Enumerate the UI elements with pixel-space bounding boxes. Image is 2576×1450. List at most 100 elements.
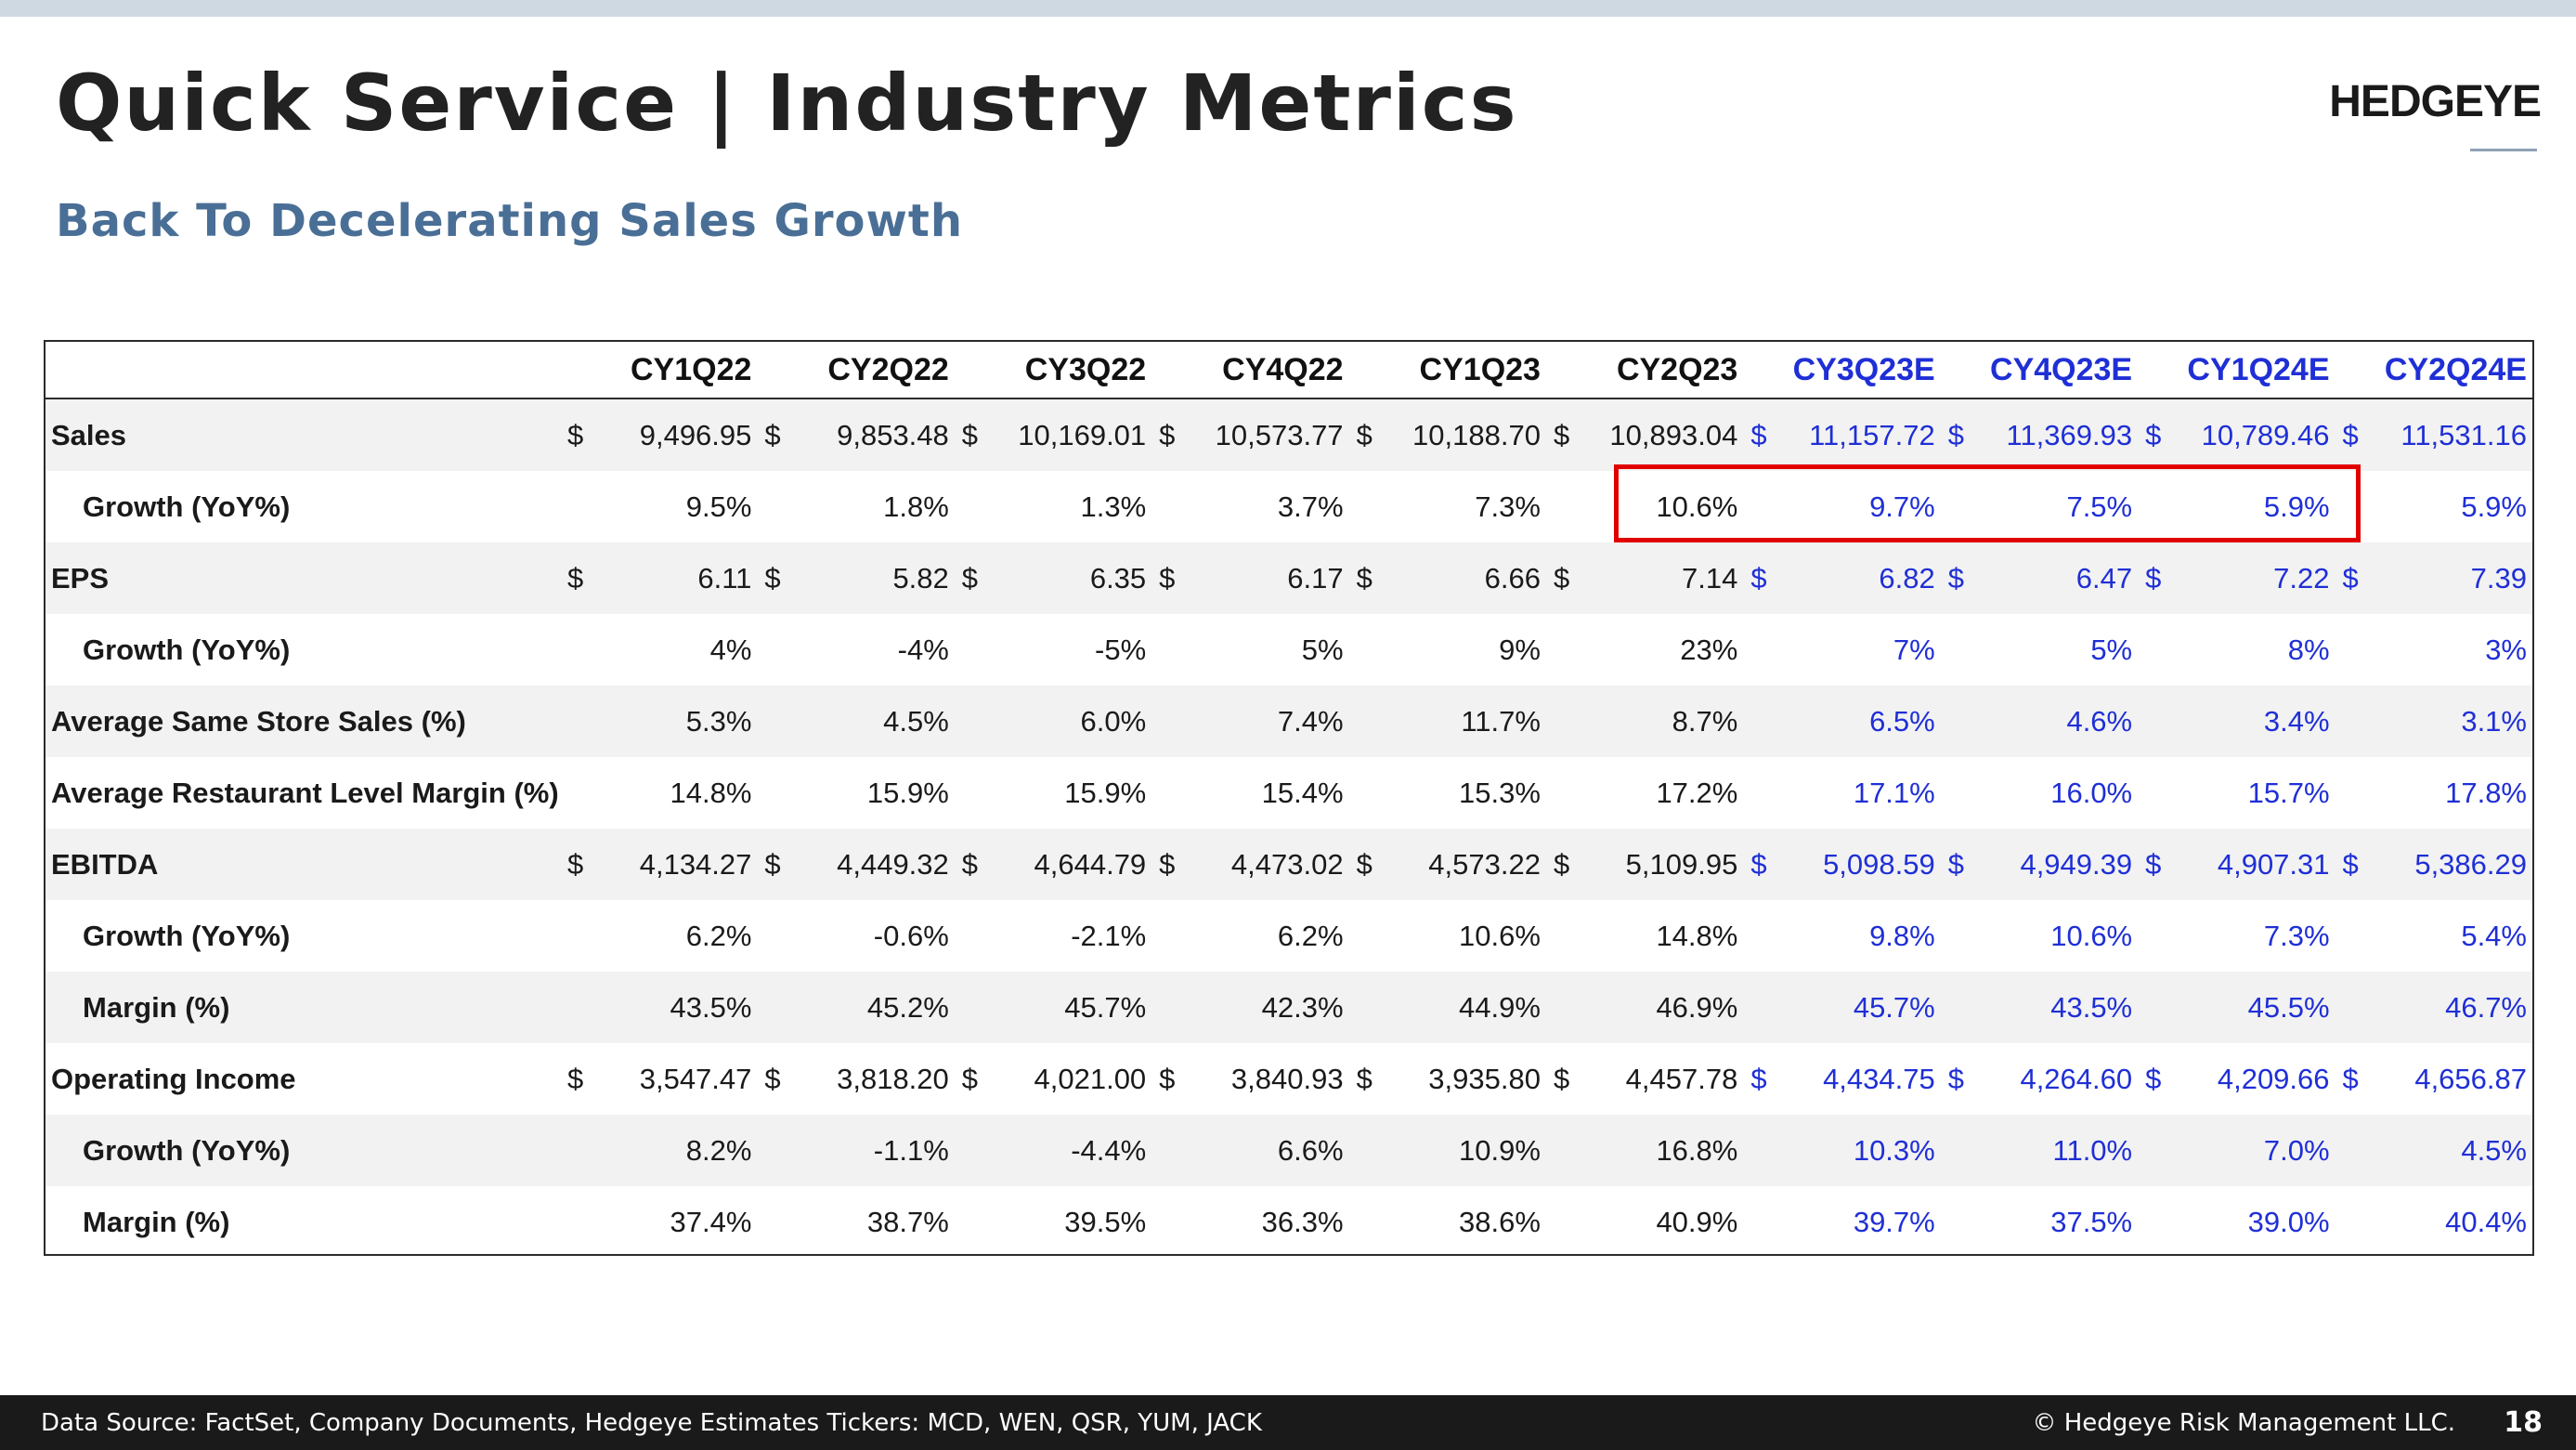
- cell-value: 3,818.20: [837, 1062, 949, 1095]
- cell-value: 5.9%: [2263, 490, 2330, 523]
- currency-symbol: $: [567, 561, 584, 594]
- table-cell: 46.9%: [1545, 972, 1744, 1043]
- table-cell: 39.5%: [954, 1186, 1152, 1254]
- cell-value: 5,109.95: [1625, 847, 1738, 881]
- cell-value: 4,656.87: [2414, 1062, 2527, 1095]
- table-cell: 40.9%: [1545, 1186, 1744, 1254]
- cell-value: 10.6%: [2050, 919, 2133, 952]
- table-cell: 4.5%: [757, 686, 955, 757]
- row-label: Margin (%): [46, 1186, 560, 1254]
- table-cell: 8%: [2138, 614, 2335, 686]
- table-cell: 15.3%: [1348, 757, 1546, 829]
- cell-value: 4.5%: [2461, 1133, 2527, 1167]
- currency-symbol: $: [1553, 847, 1570, 881]
- currency-symbol: $: [1356, 418, 1373, 451]
- cell-value: 1.3%: [1080, 490, 1147, 523]
- table-cell: $3,547.47: [560, 1043, 758, 1115]
- table-cell: 11.0%: [1940, 1115, 2139, 1186]
- metrics-table: CY1Q22 CY2Q22 CY3Q22 CY4Q22 CY1Q23 CY2Q23 CY3Q…: [46, 342, 2532, 1254]
- cell-value: 6.66: [1484, 561, 1541, 594]
- header-blank: [46, 342, 560, 399]
- currency-symbol: $: [1356, 561, 1373, 594]
- currency-symbol: $: [1356, 1062, 1373, 1095]
- cell-value: -2.1%: [1071, 919, 1147, 952]
- logo-underline: [2470, 149, 2537, 151]
- row-label: Growth (YoY%): [46, 471, 560, 542]
- cell-value: 15.3%: [1459, 776, 1541, 809]
- cell-value: 44.9%: [1459, 990, 1541, 1024]
- cell-value: 5.3%: [685, 704, 752, 738]
- cell-value: 10.6%: [1459, 919, 1541, 952]
- cell-value: -1.1%: [873, 1133, 949, 1167]
- table-cell: $4,457.78: [1545, 1043, 1744, 1115]
- cell-value: 8.7%: [1672, 704, 1738, 738]
- currency-symbol: $: [2342, 561, 2359, 594]
- page-number: 18: [2504, 1406, 2543, 1439]
- table-row: Margin (%) 37.4% 38.7% 39.5% 36.3% 38.6% 40.9%…: [46, 1186, 2532, 1254]
- table-cell: $4,656.87: [2335, 1043, 2532, 1115]
- cell-value: 11.0%: [2052, 1133, 2133, 1167]
- table-row: Operating Income $3,547.47 $3,818.20 $4,021…: [46, 1043, 2532, 1115]
- cell-value: 39.7%: [1853, 1205, 1935, 1238]
- currency-symbol: $: [764, 561, 781, 594]
- currency-symbol: $: [1947, 418, 1964, 451]
- cell-value: 4,134.27: [639, 847, 752, 881]
- table-cell: 7.5%: [1940, 471, 2139, 542]
- row-label: Growth (YoY%): [46, 1115, 560, 1186]
- table-row: Growth (YoY%) 8.2% -1.1% -4.4% 6.6% 10.9% 16.8…: [46, 1115, 2532, 1186]
- table-cell: 9.5%: [560, 471, 758, 542]
- table-cell: $4,907.31: [2138, 829, 2335, 900]
- table-cell: 15.7%: [2138, 757, 2335, 829]
- table-cell: 45.7%: [954, 972, 1152, 1043]
- cell-value: 3%: [2485, 633, 2527, 666]
- table-cell: 15.4%: [1151, 757, 1349, 829]
- cell-value: 4,907.31: [2217, 847, 2330, 881]
- cell-value: 6.2%: [1277, 919, 1344, 952]
- footer-bar: Data Source: FactSet, Company Documents,…: [0, 1395, 2576, 1450]
- table-cell: $6.35: [954, 542, 1152, 614]
- table-row: Sales $9,496.95 $9,853.48 $10,169.01 $10,573…: [46, 398, 2532, 471]
- cell-value: 4,644.79: [1034, 847, 1147, 881]
- table-row: EPS $6.11 $5.82 $6.35 $6.17 $6.66 $7.14 $6.82 $6…: [46, 542, 2532, 614]
- cell-value: 4,449.32: [837, 847, 949, 881]
- table-cell: $6.47: [1940, 542, 2139, 614]
- cell-value: 6.82: [1879, 561, 1935, 594]
- cell-value: 6.17: [1287, 561, 1344, 594]
- table-cell: -5%: [954, 614, 1152, 686]
- cell-value: 42.3%: [1261, 990, 1344, 1024]
- currency-symbol: $: [2145, 418, 2162, 451]
- table-cell: $5,098.59: [1743, 829, 1941, 900]
- currency-symbol: $: [1750, 418, 1767, 451]
- metrics-table-container: CY1Q22 CY2Q22 CY3Q22 CY4Q22 CY1Q23 CY2Q23 CY3Q…: [44, 340, 2534, 1256]
- top-accent-bar: [0, 0, 2576, 17]
- table-cell: $4,644.79: [954, 829, 1152, 900]
- table-cell: 39.0%: [2138, 1186, 2335, 1254]
- table-cell: 3.1%: [2335, 686, 2532, 757]
- cell-value: 7.22: [2273, 561, 2330, 594]
- cell-value: 15.9%: [1064, 776, 1147, 809]
- table-cell: 3.7%: [1151, 471, 1349, 542]
- table-cell: $10,169.01: [954, 398, 1152, 471]
- table-cell: 14.8%: [560, 757, 758, 829]
- table-cell: 45.7%: [1743, 972, 1941, 1043]
- table-cell: 9.7%: [1743, 471, 1941, 542]
- table-row: Average Same Store Sales (%) 5.3% 4.5% 6.0%…: [46, 686, 2532, 757]
- cell-value: 9.8%: [1869, 919, 1935, 952]
- table-cell: 10.6%: [1348, 900, 1546, 972]
- table-cell: 6.6%: [1151, 1115, 1349, 1186]
- table-cell: $11,157.72: [1743, 398, 1941, 471]
- currency-symbol: $: [1159, 561, 1176, 594]
- currency-symbol: $: [764, 418, 781, 451]
- table-cell: $5,109.95: [1545, 829, 1744, 900]
- cell-value: 5,386.29: [2414, 847, 2527, 881]
- table-cell: $4,209.66: [2138, 1043, 2335, 1115]
- table-cell: 23%: [1545, 614, 1744, 686]
- currency-symbol: $: [2145, 561, 2162, 594]
- currency-symbol: $: [2145, 1062, 2162, 1095]
- table-cell: $4,949.39: [1940, 829, 2139, 900]
- cell-value: 9,496.95: [639, 418, 752, 451]
- cell-value: 10,893.04: [1609, 418, 1738, 451]
- table-cell: $3,935.80: [1348, 1043, 1546, 1115]
- cell-value: 4,209.66: [2217, 1062, 2330, 1095]
- cell-value: 5.9%: [2461, 490, 2527, 523]
